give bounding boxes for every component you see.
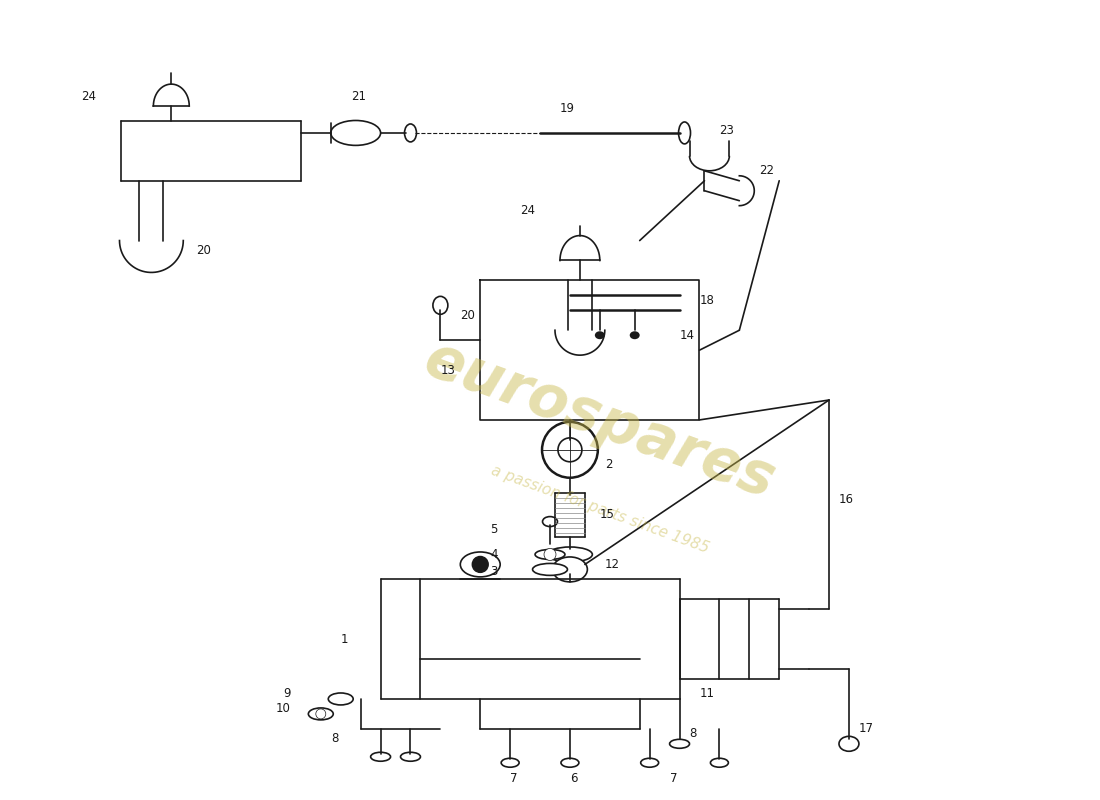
Ellipse shape <box>400 752 420 762</box>
Ellipse shape <box>595 331 605 339</box>
Ellipse shape <box>629 331 640 339</box>
Ellipse shape <box>839 736 859 751</box>
Text: 24: 24 <box>81 90 97 102</box>
Text: 10: 10 <box>276 702 290 715</box>
Circle shape <box>542 422 597 478</box>
Ellipse shape <box>552 557 587 582</box>
Text: 16: 16 <box>839 493 854 506</box>
Text: 14: 14 <box>680 329 694 342</box>
Ellipse shape <box>679 122 691 144</box>
Text: 6: 6 <box>570 772 578 785</box>
Text: 11: 11 <box>700 687 715 701</box>
Text: 9: 9 <box>284 687 290 701</box>
Text: 3: 3 <box>491 565 497 578</box>
Ellipse shape <box>640 758 659 767</box>
Text: 7: 7 <box>670 772 678 785</box>
Ellipse shape <box>670 739 690 748</box>
Text: 24: 24 <box>520 204 535 217</box>
Text: 15: 15 <box>600 508 615 521</box>
Ellipse shape <box>371 752 390 762</box>
Text: 2: 2 <box>605 458 613 471</box>
Circle shape <box>472 557 488 572</box>
Ellipse shape <box>433 296 448 314</box>
Text: 8: 8 <box>690 727 697 740</box>
Text: 4: 4 <box>491 548 497 561</box>
Text: eurospares: eurospares <box>417 330 783 510</box>
Text: 19: 19 <box>560 102 575 114</box>
Text: 23: 23 <box>719 125 735 138</box>
Text: 7: 7 <box>510 772 518 785</box>
Ellipse shape <box>328 693 353 705</box>
Ellipse shape <box>502 758 519 767</box>
Text: 5: 5 <box>491 523 497 536</box>
Ellipse shape <box>308 708 333 720</box>
Ellipse shape <box>331 121 381 146</box>
Ellipse shape <box>561 758 579 767</box>
Ellipse shape <box>460 552 500 577</box>
Ellipse shape <box>711 758 728 767</box>
Text: 20: 20 <box>460 309 475 322</box>
Circle shape <box>544 549 556 561</box>
Circle shape <box>316 709 326 719</box>
Text: 1: 1 <box>341 633 349 646</box>
Text: a passion for parts since 1985: a passion for parts since 1985 <box>488 463 711 556</box>
Ellipse shape <box>405 124 417 142</box>
Text: 18: 18 <box>700 294 714 307</box>
Text: 21: 21 <box>351 90 365 102</box>
Circle shape <box>558 438 582 462</box>
Ellipse shape <box>548 547 593 562</box>
Text: 17: 17 <box>859 722 873 735</box>
Text: 22: 22 <box>759 164 774 178</box>
Text: 13: 13 <box>440 364 455 377</box>
Text: 20: 20 <box>196 244 211 257</box>
Text: 12: 12 <box>605 558 619 571</box>
Ellipse shape <box>542 517 558 526</box>
Ellipse shape <box>532 563 568 575</box>
Ellipse shape <box>535 550 565 559</box>
Text: 8: 8 <box>331 732 338 746</box>
